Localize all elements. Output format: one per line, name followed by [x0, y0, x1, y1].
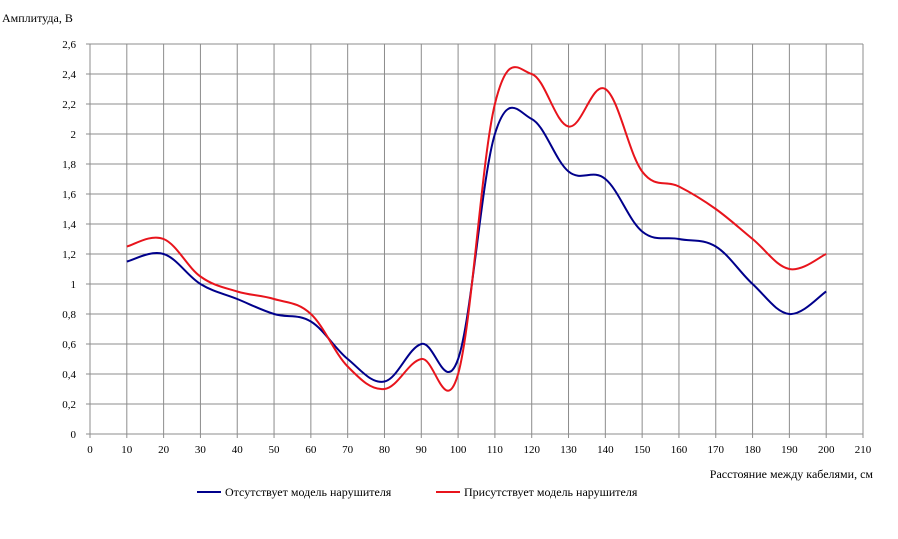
x-tick-label: 160: [671, 444, 688, 456]
x-tick-label: 70: [342, 444, 354, 456]
x-tick-label: 80: [379, 444, 391, 456]
legend-label-1: Отсутствует модель нарушителя: [225, 485, 392, 499]
y-tick-label: 1: [71, 279, 77, 291]
x-tick-label: 40: [232, 444, 244, 456]
x-tick-label: 120: [523, 444, 540, 456]
x-tick-label: 170: [708, 444, 725, 456]
x-tick-label: 50: [269, 444, 281, 456]
x-tick-label: 90: [416, 444, 428, 456]
x-tick-label: 200: [818, 444, 835, 456]
y-tick-label: 0,6: [62, 339, 76, 351]
x-tick-label: 110: [487, 444, 504, 456]
x-axis-title: Расстояние между кабелями, см: [710, 467, 874, 481]
x-tick-label: 210: [855, 444, 872, 456]
x-tick-label: 10: [121, 444, 133, 456]
x-tick-label: 20: [158, 444, 170, 456]
y-tick-label: 0,4: [62, 369, 76, 381]
y-tick-label: 1,6: [62, 189, 76, 201]
grid: [90, 43, 864, 434]
series-group: [126, 66, 827, 392]
x-tick-label: 180: [744, 444, 761, 456]
y-tick-label: 1,2: [62, 249, 76, 261]
x-tick-label: 30: [195, 444, 207, 456]
x-tick-label: 150: [634, 444, 651, 456]
x-tick-label: 190: [781, 444, 798, 456]
axes: [89, 44, 863, 435]
y-tick-label: 2: [71, 129, 77, 141]
x-tick-label: 100: [450, 444, 467, 456]
y-tick-label: 1,8: [62, 159, 76, 171]
x-tick-label: 0: [87, 444, 93, 456]
x-tick-label: 60: [305, 444, 317, 456]
y-tick-label: 0,8: [62, 309, 76, 321]
y-axis-ticks: 0 0,2 0,4 0,6 0,8 1 1,2 1,4 1,6 1,8 2 2,2 2,4 2,6: [62, 39, 90, 441]
x-tick-label: 140: [597, 444, 614, 456]
y-tick-label: 0,2: [62, 399, 76, 411]
y-axis-title: Амплитуда, В: [2, 11, 73, 25]
y-tick-label: 0: [71, 429, 77, 441]
y-tick-label: 2,2: [62, 99, 76, 111]
legend-label-2: Присутствует модель нарушителя: [464, 485, 638, 499]
y-tick-label: 1,4: [62, 219, 76, 231]
y-tick-label: 2,4: [62, 69, 76, 81]
legend: Отсутствует модель нарушителя Присутствуе…: [197, 485, 638, 499]
x-tick-label: 130: [560, 444, 577, 456]
y-tick-label: 2,6: [62, 39, 76, 51]
series-line-2: [126, 66, 827, 392]
x-axis-ticks: 0 10 20 30 40 50 60 70 80 90 100 110 120 130 140 150 160…: [87, 434, 872, 456]
